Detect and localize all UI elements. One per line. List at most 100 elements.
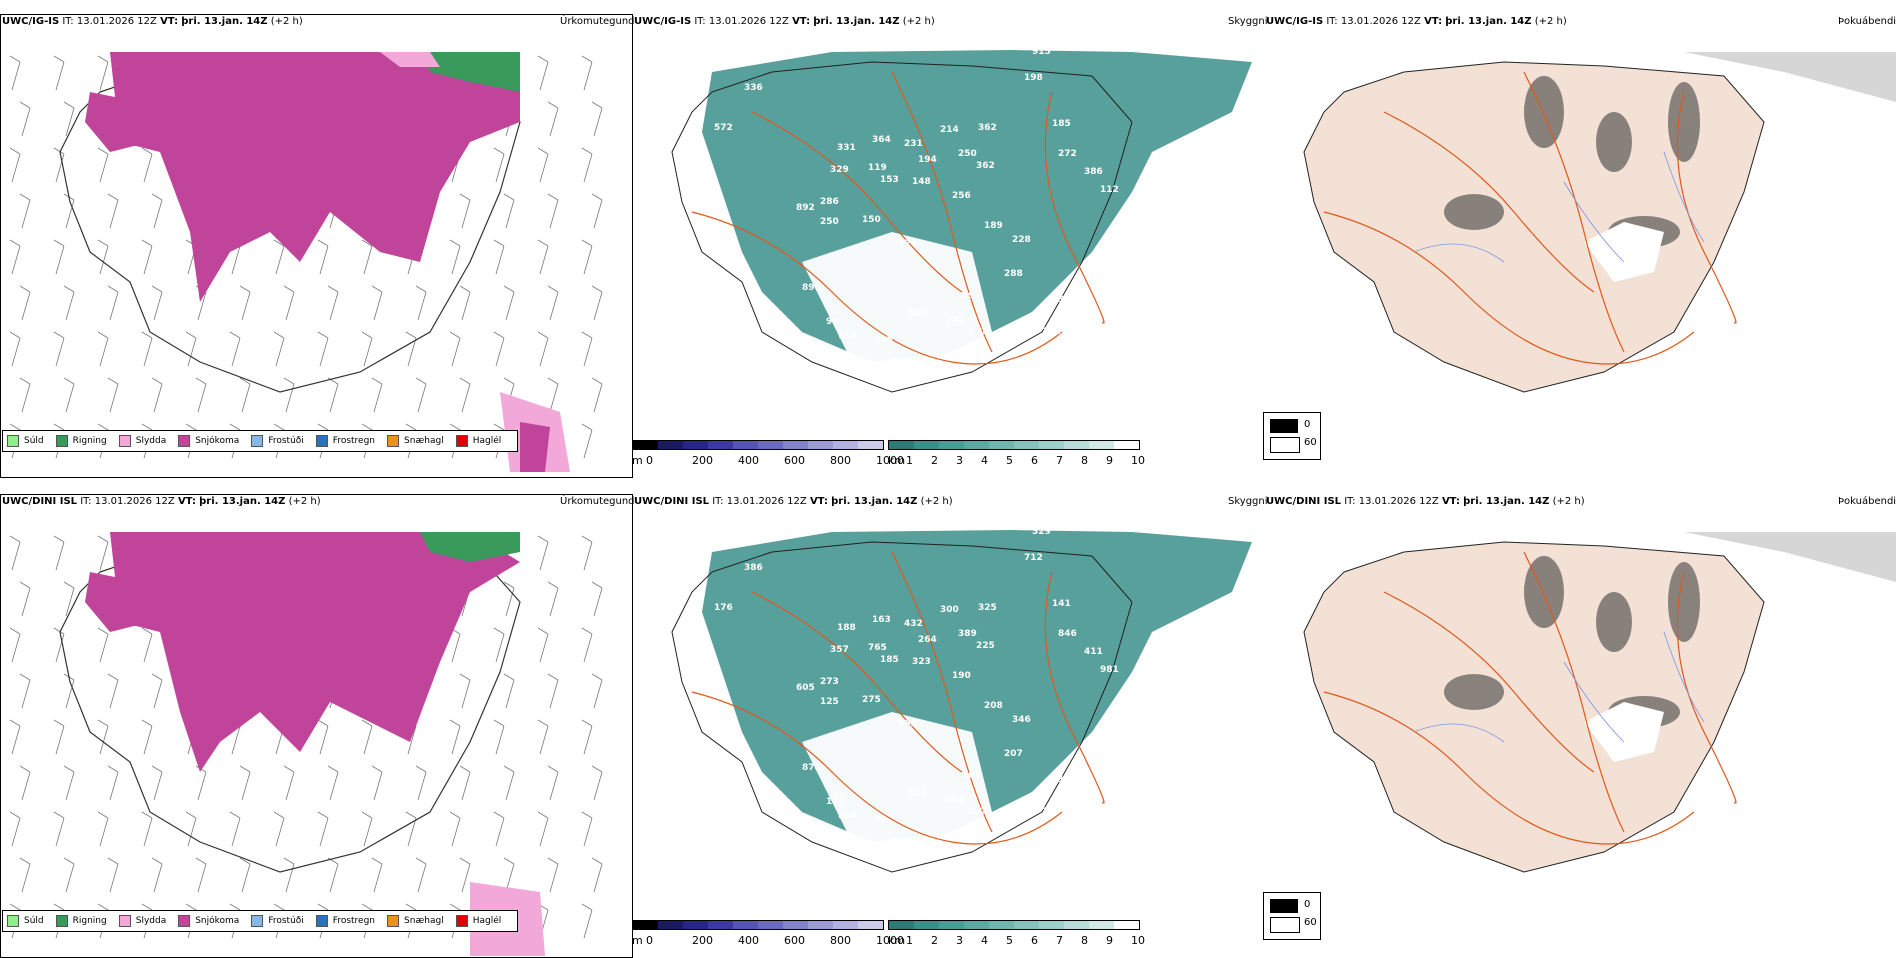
wind-barb <box>581 331 593 367</box>
wind-barb <box>547 581 559 617</box>
wind-barb <box>327 765 339 801</box>
wind-barb <box>459 285 471 321</box>
peak-elevation-label: 112 <box>1100 185 1119 195</box>
wind-barb <box>449 719 461 755</box>
wind-barb <box>19 673 31 709</box>
wind-barb <box>283 857 295 893</box>
wind-barb <box>97 239 109 275</box>
wind-barb <box>107 857 119 893</box>
wind-barb <box>493 331 505 367</box>
wind-barb <box>591 673 603 709</box>
wind-barb <box>371 285 383 321</box>
wind-barb <box>53 55 65 91</box>
peak-elevation-label: 264 <box>918 635 937 645</box>
peak-elevation-label: 386 <box>744 563 763 573</box>
peak-elevation-label: 432 <box>904 619 923 629</box>
legend-item: Haglél <box>455 435 501 447</box>
peak-elevation-label: 194 <box>918 155 937 165</box>
legend-item: Frostregn <box>315 435 376 447</box>
peak-elevation-label: 211 <box>968 327 987 337</box>
fog-index-map <box>1303 532 1896 873</box>
peak-elevation-label: 250 <box>820 217 839 227</box>
peak-elevation-label: 325 <box>978 603 997 613</box>
wind-barb <box>185 811 197 847</box>
wind-barb <box>371 857 383 893</box>
wind-barb <box>405 331 417 367</box>
legend-label: Snjókoma <box>195 436 240 446</box>
colorbar-tick: 4 <box>981 454 988 467</box>
wind-barb <box>459 765 471 801</box>
wind-barb <box>9 239 21 275</box>
peak-elevation-label: 362 <box>978 123 997 133</box>
peak-elevation-label: 43 <box>888 411 901 421</box>
wind-barb <box>581 55 593 91</box>
wind-barb <box>415 377 427 413</box>
row1-precip-title: Úrkomutegund <box>560 16 635 27</box>
wind-barb <box>537 627 549 663</box>
wind-barb <box>547 101 559 137</box>
wind-barb <box>229 811 241 847</box>
peak-elevation-label: 165 <box>898 719 917 729</box>
visibility-colorbar: km 1 2 3 4 5 6 7 8 9 10 <box>888 920 1145 947</box>
colorbar-tick: 400 <box>738 454 759 467</box>
row1-precip-header: UWC/IG-IS IT: 13.01.2026 12Z VT: þri. 13… <box>2 16 303 27</box>
wind-barb <box>415 285 427 321</box>
fog-tick-60: 60 <box>1304 917 1317 928</box>
peak-elevation-label: 323 <box>912 657 931 667</box>
peak-elevation-label: 214 <box>940 125 959 135</box>
peak-elevation-label: 231 <box>904 139 923 149</box>
wind-barb <box>195 377 207 413</box>
peak-elevation-label: 125 <box>820 697 839 707</box>
wind-barb <box>19 377 31 413</box>
wind-barb <box>503 581 515 617</box>
wind-barb <box>229 331 241 367</box>
colorbar-tick: 5 <box>1006 934 1013 947</box>
fog-index-map <box>1303 52 1896 393</box>
peak-elevation-label: 195 <box>1000 327 1019 337</box>
peak-elevation-label: 150 <box>862 215 881 225</box>
legend-item: Súld <box>7 435 44 447</box>
colorbar-tick: 10 <box>1131 454 1145 467</box>
colorbar-tick: 1000 <box>876 934 904 947</box>
wind-barb <box>317 239 329 275</box>
peak-elevation-label: 364 <box>872 135 891 145</box>
wind-barb <box>459 193 471 229</box>
wind-barb <box>591 101 603 137</box>
wind-barb <box>591 285 603 321</box>
peak-elevation-label: 892 <box>796 203 815 213</box>
wind-barb <box>239 285 251 321</box>
legend-label: Frostregn <box>332 436 376 446</box>
fog-tick-60: 60 <box>1304 437 1317 448</box>
peak-elevation-label: 115 <box>838 331 857 341</box>
row2-fog-title: Þokuábendi <box>1838 496 1897 507</box>
peak-elevation-label: 890 <box>802 283 821 293</box>
colorbar-tick: 10 <box>1131 934 1145 947</box>
legend-swatch <box>387 435 400 447</box>
peak-elevation-label: 329 <box>830 165 849 175</box>
colorbar-tick: 200 <box>692 454 713 467</box>
colorbar-tick: 1000 <box>876 454 904 467</box>
legend-swatch <box>251 915 264 927</box>
legend-item: Snæhagl <box>387 435 444 447</box>
wind-barb <box>503 765 515 801</box>
wind-barb <box>361 239 373 275</box>
wind-barb <box>591 765 603 801</box>
peak-elevation-label: 105 <box>962 771 981 781</box>
colorbar-tick: 200 <box>692 934 713 947</box>
peak-elevation-label: 336 <box>744 83 763 93</box>
row1-fog-panel: UWC/IG-IS IT: 13.01.2026 12Z VT: þri. 13… <box>1264 12 1896 478</box>
wind-barb <box>195 857 207 893</box>
wind-barb <box>537 55 549 91</box>
row2-precip-panel: UWC/DINI ISL IT: 13.01.2026 12Z VT: þri.… <box>0 492 635 958</box>
colorbar-tick: 2 <box>931 454 938 467</box>
legend-label: Súld <box>24 436 44 446</box>
wind-barb <box>151 193 163 229</box>
visibility-colorbar: km 1 2 3 4 5 6 7 8 9 10 <box>888 440 1145 467</box>
wind-barb <box>107 673 119 709</box>
legend-item: Slydda <box>118 435 166 447</box>
wind-barb <box>415 857 427 893</box>
wind-barb <box>503 193 515 229</box>
peak-elevation-label: 572 <box>714 123 733 133</box>
wind-barb <box>327 857 339 893</box>
wind-barb <box>361 331 373 367</box>
